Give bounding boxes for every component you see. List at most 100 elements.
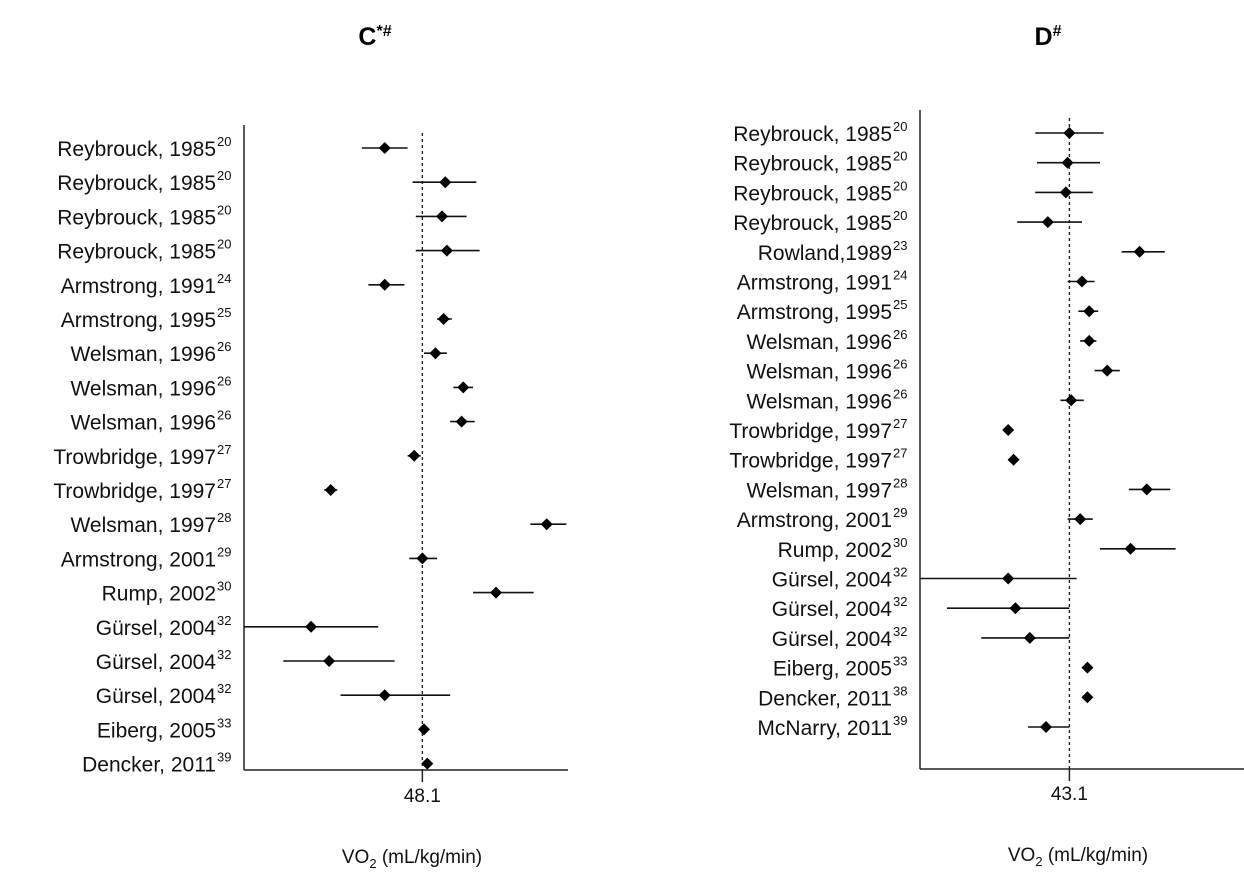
point-estimate [1083,305,1096,318]
study-reference: 38 [893,683,907,698]
point-estimate [1074,513,1087,526]
study-reference: 23 [893,238,907,253]
point-estimate [1140,483,1153,496]
study-reference: 26 [217,373,231,388]
study-row: Gürsel, 2004 32 [96,681,451,708]
study-label-text: Reybrouck, 1985 [733,182,892,205]
study-label-text: Armstrong, 1995 [61,309,216,332]
study-label-text: Reybrouck, 1985 [733,123,892,146]
study-label: Reybrouck, 1985 [57,172,216,195]
point-estimate [1009,602,1022,615]
study-row: Reybrouck, 1985 20 [733,208,1082,235]
study-label: Reybrouck, 1985 [57,138,216,161]
study-reference: 32 [217,613,231,628]
point-estimate [1081,661,1094,674]
study-reference: 26 [893,386,907,401]
study-reference: 20 [893,178,907,193]
study-reference: 32 [217,647,231,662]
study-row: Welsman, 1996 26 [70,373,474,400]
study-label-text: Armstrong, 1995 [737,301,892,324]
study-label-text: Gürsel, 2004 [772,569,893,592]
point-estimate [429,347,442,360]
point-estimate [1083,334,1096,347]
study-row: Reybrouck, 1985 20 [57,237,480,264]
point-estimate [1059,186,1072,199]
point-estimate [455,415,468,428]
point-estimate [1040,721,1052,733]
study-label: Gürsel, 2004 [96,617,217,640]
study-label: Welsman, 1996 [70,377,216,400]
point-estimate [1007,453,1020,466]
panel-title: D# [1035,23,1062,51]
study-row: Armstrong, 1991 24 [61,271,405,298]
study-row: Dencker, 2011 39 [82,750,434,777]
study-label-text: Eiberg, 2005 [97,719,216,742]
point-estimate [1002,572,1015,585]
study-label: Reybrouck, 1985 [57,206,216,229]
x-axis-label-units: (mL/kg/min) [1043,845,1149,866]
point-estimate [436,210,448,223]
study-label-text: Eiberg, 2005 [773,658,892,681]
study-reference: 30 [217,579,231,594]
study-label-text: Dencker, 2011 [758,687,892,710]
point-estimate [1061,156,1074,169]
study-label: McNarry, 2011 [757,717,892,740]
study-row: Dencker, 2011 38 [758,683,1094,710]
study-row: Trowbridge, 1997 27 [729,416,1015,443]
study-reference: 20 [893,149,907,164]
panel-title-main: D [1035,23,1053,51]
study-row: Reybrouck, 1985 20 [57,168,477,195]
study-label-text: Gürsel, 2004 [96,651,217,674]
study-label-text: Welsman, 1996 [746,331,892,354]
study-reference: 32 [893,624,907,639]
study-reference: 28 [893,475,907,490]
point-estimate [378,689,391,702]
study-label: Welsman, 1996 [746,361,892,384]
study-row: Welsman, 1996 26 [746,357,1120,384]
study-label: Armstrong, 1991 [737,272,892,295]
study-label-text: Welsman, 1997 [746,479,892,502]
point-estimate [440,244,453,257]
point-estimate [1063,127,1076,139]
study-row: Gürsel, 2004 32 [772,624,1070,651]
study-label: Armstrong, 2001 [61,548,216,571]
study-label: Reybrouck, 1985 [733,212,892,235]
point-estimate [437,313,450,325]
study-label: Gürsel, 2004 [96,685,217,708]
study-label: Reybrouck, 1985 [57,241,216,264]
study-reference: 27 [217,442,231,457]
study-row: Armstrong, 2001 29 [61,544,438,571]
study-label-text: Welsman, 1996 [70,412,216,435]
study-label: Rump, 2002 [778,539,892,562]
study-label: Rump, 2002 [102,583,216,606]
study-label: Welsman, 1996 [746,390,892,413]
study-label: Welsman, 1996 [70,412,216,435]
study-row: Gürsel, 2004 32 [96,647,395,674]
study-reference: 39 [217,750,231,765]
study-label-text: Gürsel, 2004 [96,685,217,708]
study-label: Armstrong, 1995 [61,309,216,332]
study-label: Welsman, 1996 [746,331,892,354]
point-estimate [324,484,337,496]
study-label-text: Trowbridge, 1997 [729,450,892,473]
study-label: Rowland,1989 [758,242,892,265]
study-label-text: Rowland,1989 [758,242,892,265]
study-reference: 27 [893,416,907,431]
study-label: Armstrong, 1991 [61,275,216,298]
study-label: Welsman, 1997 [746,479,892,502]
study-row: Trowbridge, 1997 27 [53,476,338,503]
panel-title: C*# [358,23,391,51]
study-label-text: McNarry, 2011 [757,717,892,740]
point-estimate [421,757,434,770]
study-label: Eiberg, 2005 [773,658,892,681]
study-label-text: Armstrong, 1991 [737,272,892,295]
point-estimate [378,278,391,291]
x-axis-label-main: VO [1008,845,1035,866]
study-label: Gürsel, 2004 [96,651,217,674]
study-row: Armstrong, 1995 25 [737,297,1099,324]
study-reference: 33 [217,715,231,730]
study-reference: 20 [893,119,907,134]
point-estimate [378,142,391,154]
study-row: Welsman, 1997 28 [746,475,1171,502]
